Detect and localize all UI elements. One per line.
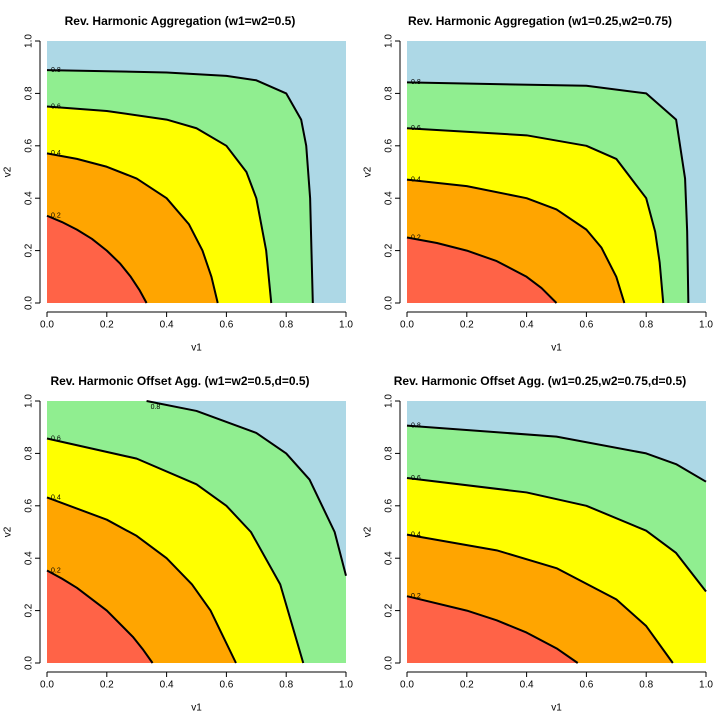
contour-line xyxy=(406,595,579,664)
y-tick-label: 0.8 xyxy=(24,86,35,100)
contour-line xyxy=(46,152,219,304)
y-tick-label: 0.2 xyxy=(384,603,395,617)
contour-line xyxy=(406,127,665,304)
y-tick-label: 1.0 xyxy=(24,394,35,408)
y-axis-title: v2 xyxy=(363,526,374,537)
contour-line xyxy=(406,533,674,664)
x-tick-label: 0.2 xyxy=(100,320,114,331)
x-tick-label: 0.4 xyxy=(160,680,174,691)
x-tick-label: 0.8 xyxy=(279,320,293,331)
y-axis-title: v2 xyxy=(3,526,14,537)
contour-line xyxy=(406,236,558,304)
y-tick-label: 1.0 xyxy=(384,34,395,48)
x-tick-label: 1.0 xyxy=(339,680,353,691)
x-tick-label: 1.0 xyxy=(699,320,713,331)
x-tick-label: 0.0 xyxy=(400,320,414,331)
contour-line xyxy=(406,81,690,304)
contour-label: 0.8 xyxy=(151,404,161,411)
chart-title: Rev. Harmonic Offset Agg. (w1=0.25,w2=0.… xyxy=(394,374,686,388)
contour-label: 0.8 xyxy=(51,67,61,74)
contour-label: 0.6 xyxy=(51,103,61,110)
x-tick-label: 0.0 xyxy=(40,320,54,331)
y-tick-label: 0.6 xyxy=(24,138,35,152)
y-tick-label: 0.0 xyxy=(384,656,395,670)
x-tick-label: 0.0 xyxy=(40,680,54,691)
y-tick-label: 0.0 xyxy=(384,296,395,310)
y-tick-label: 0.4 xyxy=(384,551,395,565)
y-tick-label: 0.2 xyxy=(24,603,35,617)
contour-label: 0.8 xyxy=(411,79,421,86)
x-tick-label: 0.6 xyxy=(579,680,593,691)
x-axis-title: v1 xyxy=(551,703,562,714)
x-tick-label: 0.8 xyxy=(639,320,653,331)
x-tick-label: 1.0 xyxy=(339,320,353,331)
x-tick-label: 0.6 xyxy=(219,680,233,691)
y-tick-label: 0.2 xyxy=(24,243,35,257)
contour-band xyxy=(407,596,578,663)
contour-line xyxy=(406,178,626,304)
contour-line xyxy=(406,477,707,593)
y-tick-label: 0.6 xyxy=(384,138,395,152)
y-axis-title: v2 xyxy=(3,166,14,177)
contour-line xyxy=(46,69,314,304)
contour-line xyxy=(46,496,237,664)
y-tick-label: 0.8 xyxy=(384,86,395,100)
contour-label: 0.4 xyxy=(411,176,421,183)
y-tick-label: 0.0 xyxy=(24,656,35,670)
x-axis-title: v1 xyxy=(551,343,562,354)
contour-label: 0.2 xyxy=(411,593,421,600)
y-axis-title: v2 xyxy=(363,166,374,177)
y-tick-label: 0.2 xyxy=(384,243,395,257)
contour-label: 0.4 xyxy=(51,494,61,501)
x-tick-label: 0.6 xyxy=(219,320,233,331)
contour-label: 0.6 xyxy=(51,435,61,442)
chart-title: Rev. Harmonic Offset Agg. (w1=w2=0.5,d=0… xyxy=(50,374,309,388)
x-tick-label: 0.0 xyxy=(400,680,414,691)
x-tick-label: 0.4 xyxy=(520,680,534,691)
x-tick-label: 0.8 xyxy=(279,680,293,691)
x-tick-label: 0.2 xyxy=(100,680,114,691)
x-tick-label: 1.0 xyxy=(699,680,713,691)
x-tick-label: 0.4 xyxy=(160,320,174,331)
x-axis-title: v1 xyxy=(191,343,202,354)
y-tick-label: 1.0 xyxy=(24,34,35,48)
contour-band xyxy=(47,215,147,303)
y-tick-label: 0.4 xyxy=(384,191,395,205)
contour-label: 0.2 xyxy=(51,213,61,220)
x-axis-title: v1 xyxy=(191,703,202,714)
contour-label: 0.2 xyxy=(411,234,421,241)
contour-line xyxy=(46,214,148,304)
contour-line xyxy=(406,424,707,483)
y-tick-label: 0.4 xyxy=(24,551,35,565)
x-tick-label: 0.4 xyxy=(520,320,534,331)
y-tick-label: 0.0 xyxy=(24,296,35,310)
contour-label: 0.4 xyxy=(51,150,61,157)
y-tick-label: 0.6 xyxy=(24,498,35,512)
contour-line xyxy=(46,437,305,664)
x-tick-label: 0.8 xyxy=(639,680,653,691)
contour-label: 0.2 xyxy=(51,567,61,574)
x-tick-label: 0.2 xyxy=(460,680,474,691)
contour-line xyxy=(46,569,154,664)
contour-line xyxy=(146,400,347,577)
x-tick-label: 0.2 xyxy=(460,320,474,331)
y-tick-label: 0.8 xyxy=(24,446,35,460)
y-tick-label: 0.8 xyxy=(384,446,395,460)
contour-label: 0.6 xyxy=(411,475,421,482)
contour-label: 0.8 xyxy=(411,422,421,429)
contour-label: 0.4 xyxy=(411,531,421,538)
contour-band xyxy=(47,570,153,663)
y-tick-label: 0.4 xyxy=(24,191,35,205)
y-tick-label: 1.0 xyxy=(384,394,395,408)
contour-band xyxy=(407,237,557,303)
contour-label: 0.6 xyxy=(411,125,421,132)
chart-title: Rev. Harmonic Aggregation (w1=w2=0.5) xyxy=(65,14,296,28)
chart-title: Rev. Harmonic Aggregation (w1=0.25,w2=0.… xyxy=(408,14,672,28)
y-tick-label: 0.6 xyxy=(384,498,395,512)
x-tick-label: 0.6 xyxy=(579,320,593,331)
contour-line xyxy=(46,105,273,304)
